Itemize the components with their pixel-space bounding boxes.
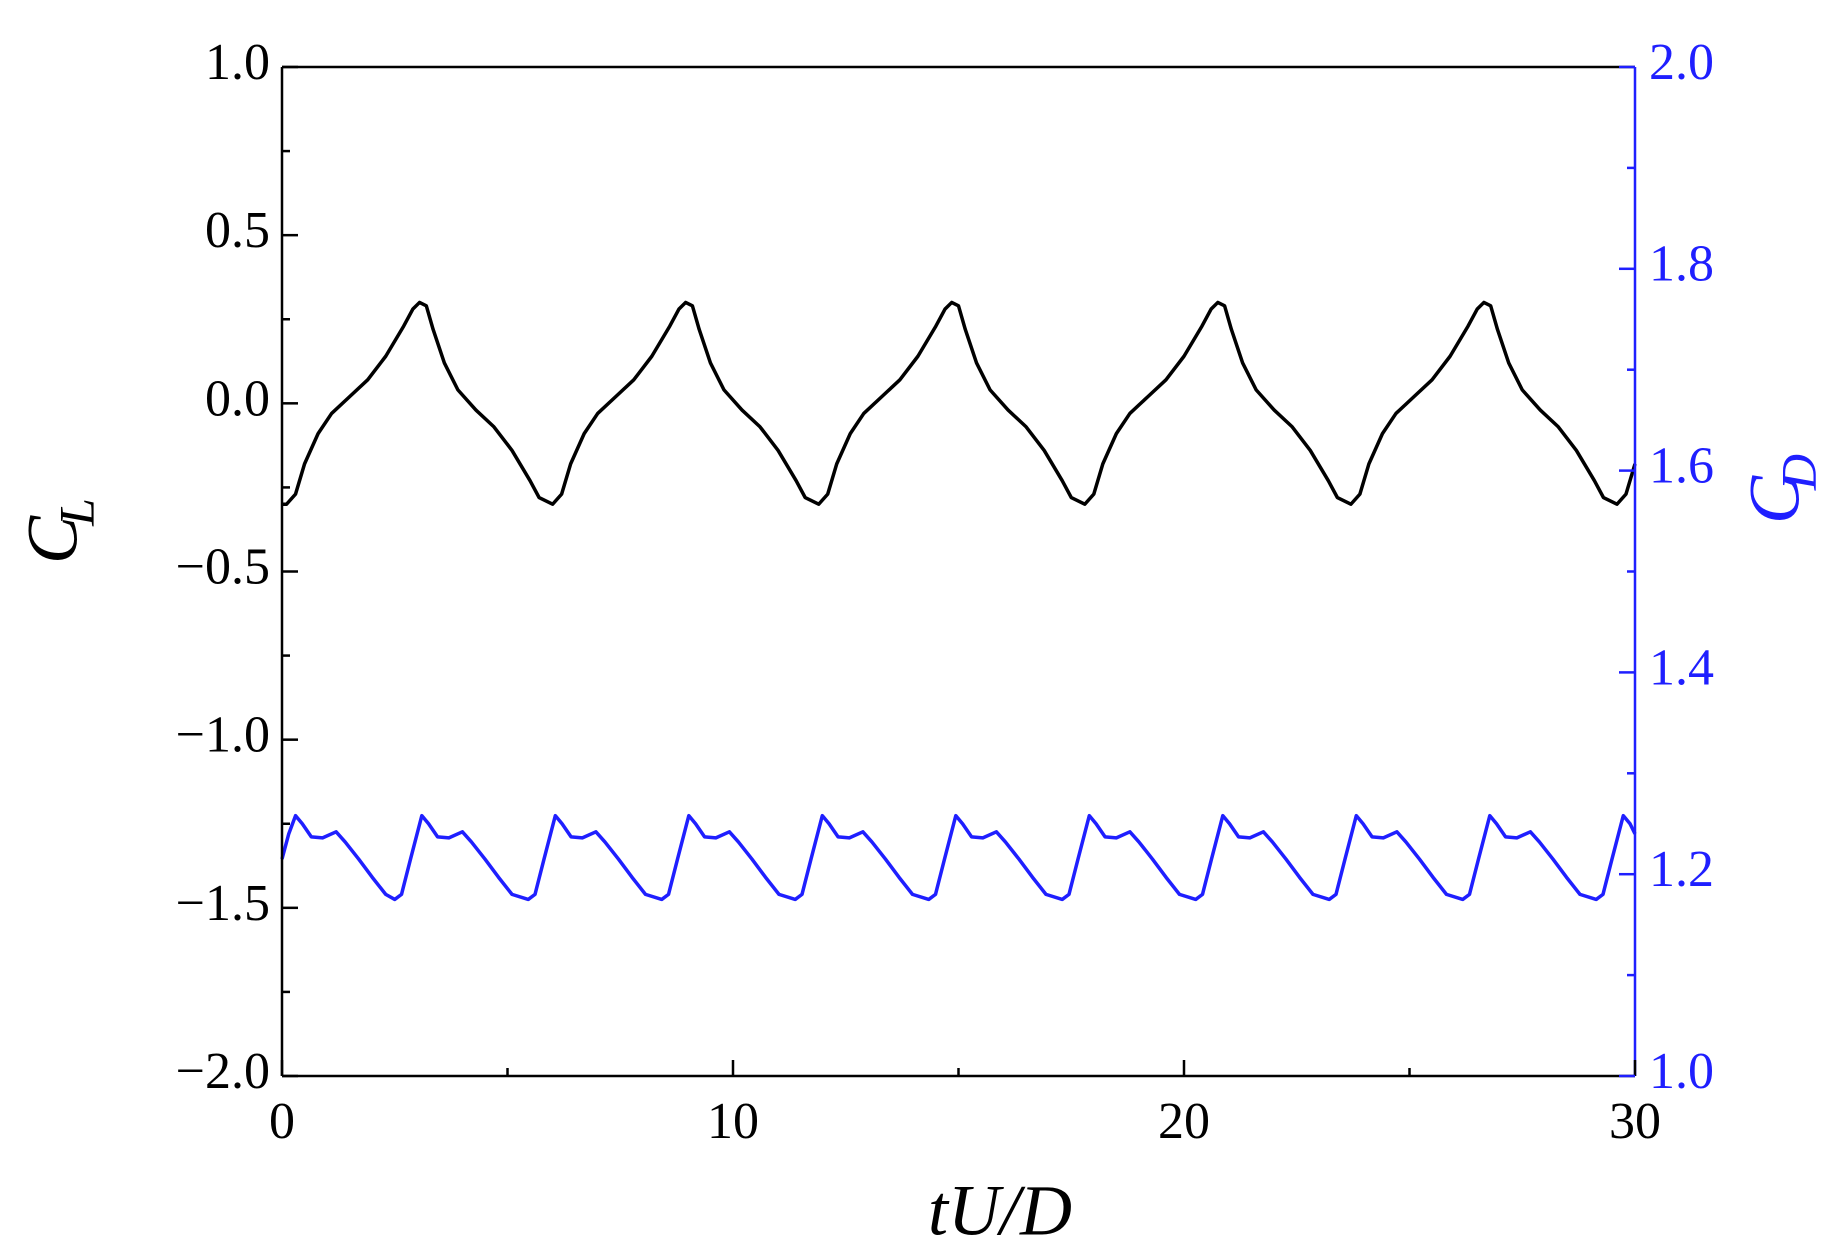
- y2-tick-label: 1.8: [1649, 236, 1714, 293]
- x-tick-label: 30: [1609, 1093, 1661, 1150]
- y2-axis-label: C: [1735, 475, 1815, 524]
- y-tick-label: −2.0: [176, 1043, 270, 1100]
- y2-tick-label: 1.0: [1649, 1043, 1714, 1100]
- y-tick-label: 0.0: [205, 370, 270, 427]
- y-tick-label: −1.5: [176, 875, 270, 932]
- y-axis-label: C: [13, 515, 93, 564]
- y-tick-label: 1.0: [205, 34, 270, 91]
- data-line: [280, 813, 1637, 902]
- y-tick-label: −1.0: [176, 707, 270, 764]
- x-tick-label: 0: [269, 1093, 295, 1150]
- y-tick-label: −0.5: [176, 538, 270, 595]
- x-axis-label: tU/D: [928, 1171, 1072, 1251]
- y-axis-label-sub: L: [48, 498, 104, 527]
- y2-axis-label-sub: D: [1770, 454, 1826, 491]
- y2-tick-label: 2.0: [1649, 34, 1714, 91]
- y2-tick-label: 1.4: [1649, 639, 1714, 696]
- x-tick-label: 20: [1158, 1093, 1210, 1150]
- y2-tick-label: 1.6: [1649, 438, 1714, 495]
- data-line: [282, 300, 1637, 506]
- x-tick-label: 10: [707, 1093, 759, 1150]
- y-tick-label: 0.5: [205, 202, 270, 259]
- y2-tick-label: 1.2: [1649, 841, 1714, 898]
